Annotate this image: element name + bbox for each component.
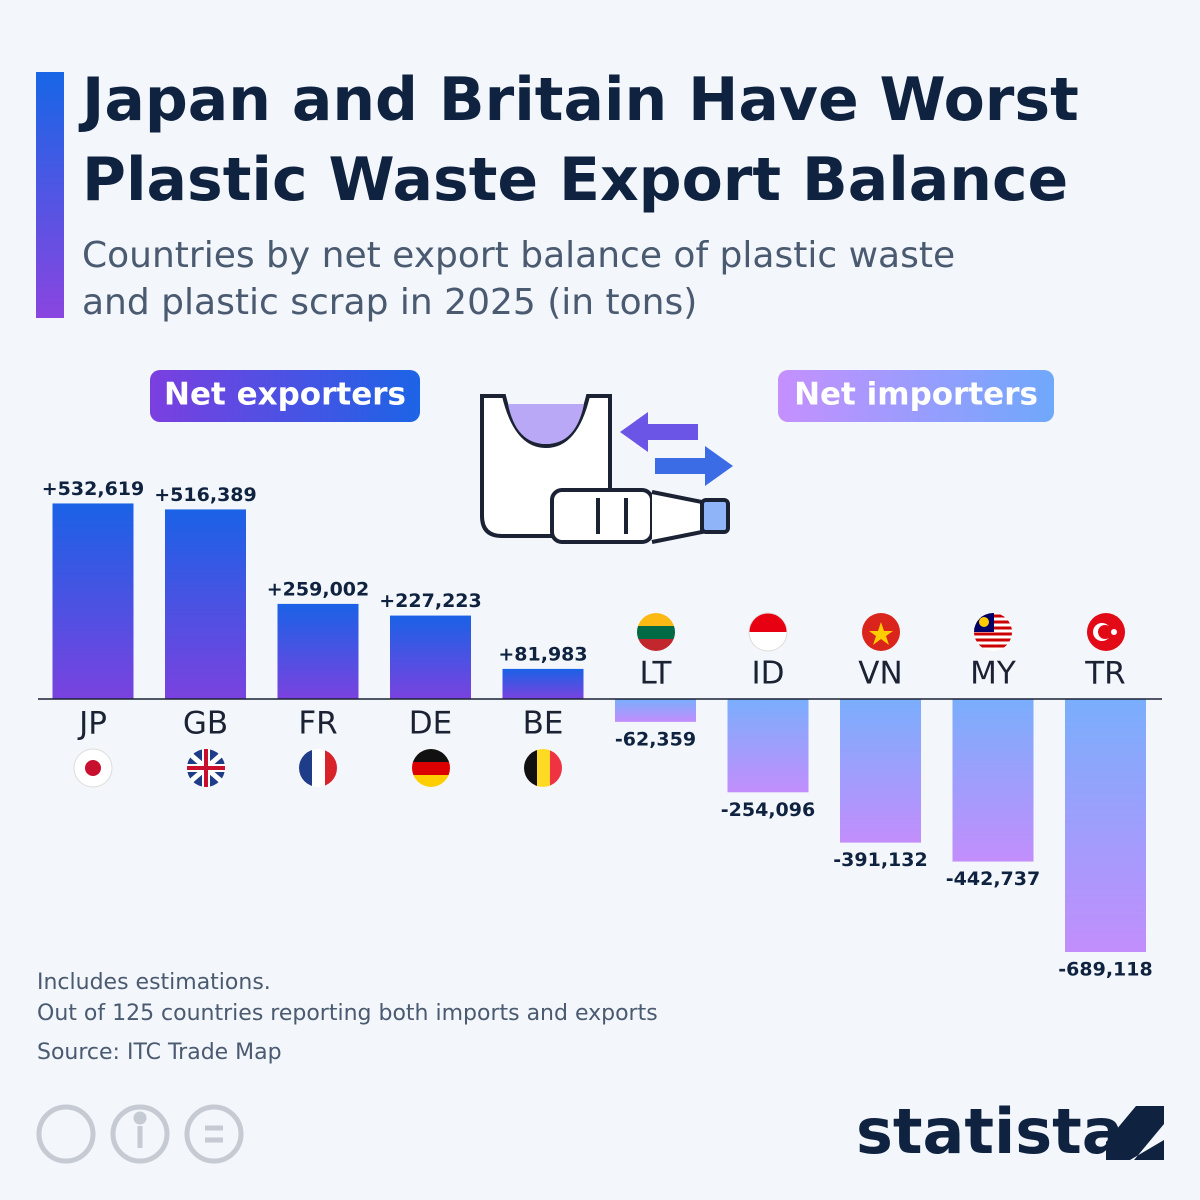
chart-subtitle: Countries by net export balance of plast… xyxy=(82,235,956,323)
group-label: Net exporters xyxy=(164,377,406,413)
bar xyxy=(52,503,134,699)
icon xyxy=(480,394,733,544)
bar xyxy=(1065,699,1146,952)
category-label: BE xyxy=(523,706,564,742)
category-label: JP xyxy=(77,706,107,742)
category-label: VN xyxy=(858,656,902,692)
bar xyxy=(615,699,696,722)
brand-icon xyxy=(1106,1106,1164,1160)
bar xyxy=(840,699,921,843)
value-label: -689,118 xyxy=(1058,959,1152,981)
note: Includes estimations. xyxy=(37,970,271,995)
value-label: -442,737 xyxy=(946,868,1040,890)
category-label: FR xyxy=(298,706,337,742)
group-label: Net importers xyxy=(794,377,1038,413)
category-label: DE xyxy=(409,706,452,742)
value-label: +81,983 xyxy=(498,643,587,665)
license-icons xyxy=(36,1104,244,1164)
value-label: +516,389 xyxy=(154,484,256,506)
bar xyxy=(277,603,359,699)
bar xyxy=(952,699,1034,862)
bar xyxy=(165,509,246,699)
category-label: TR xyxy=(1084,656,1125,692)
note: Source: ITC Trade Map xyxy=(37,1040,282,1065)
category-label: GB xyxy=(183,706,228,742)
category-label: MY xyxy=(970,656,1016,692)
accent-bar xyxy=(36,72,64,318)
bar xyxy=(727,699,809,793)
value-label: +227,223 xyxy=(379,590,481,612)
pill xyxy=(778,370,1054,422)
bar xyxy=(390,615,471,699)
category-label: ID xyxy=(751,656,784,692)
category-label: LT xyxy=(640,656,673,692)
brand: statista xyxy=(856,1095,1124,1168)
value-label: -62,359 xyxy=(615,728,696,750)
bar xyxy=(502,668,584,699)
note: Out of 125 countries reporting both impo… xyxy=(37,1001,658,1026)
value-label: +532,619 xyxy=(42,478,144,500)
chart-title: Japan and Britain Have Worst Plastic Was… xyxy=(82,65,1079,215)
value-label: -391,132 xyxy=(833,849,927,871)
value-label: -254,096 xyxy=(721,799,815,821)
pill xyxy=(150,370,420,422)
value-label: +259,002 xyxy=(267,578,369,600)
